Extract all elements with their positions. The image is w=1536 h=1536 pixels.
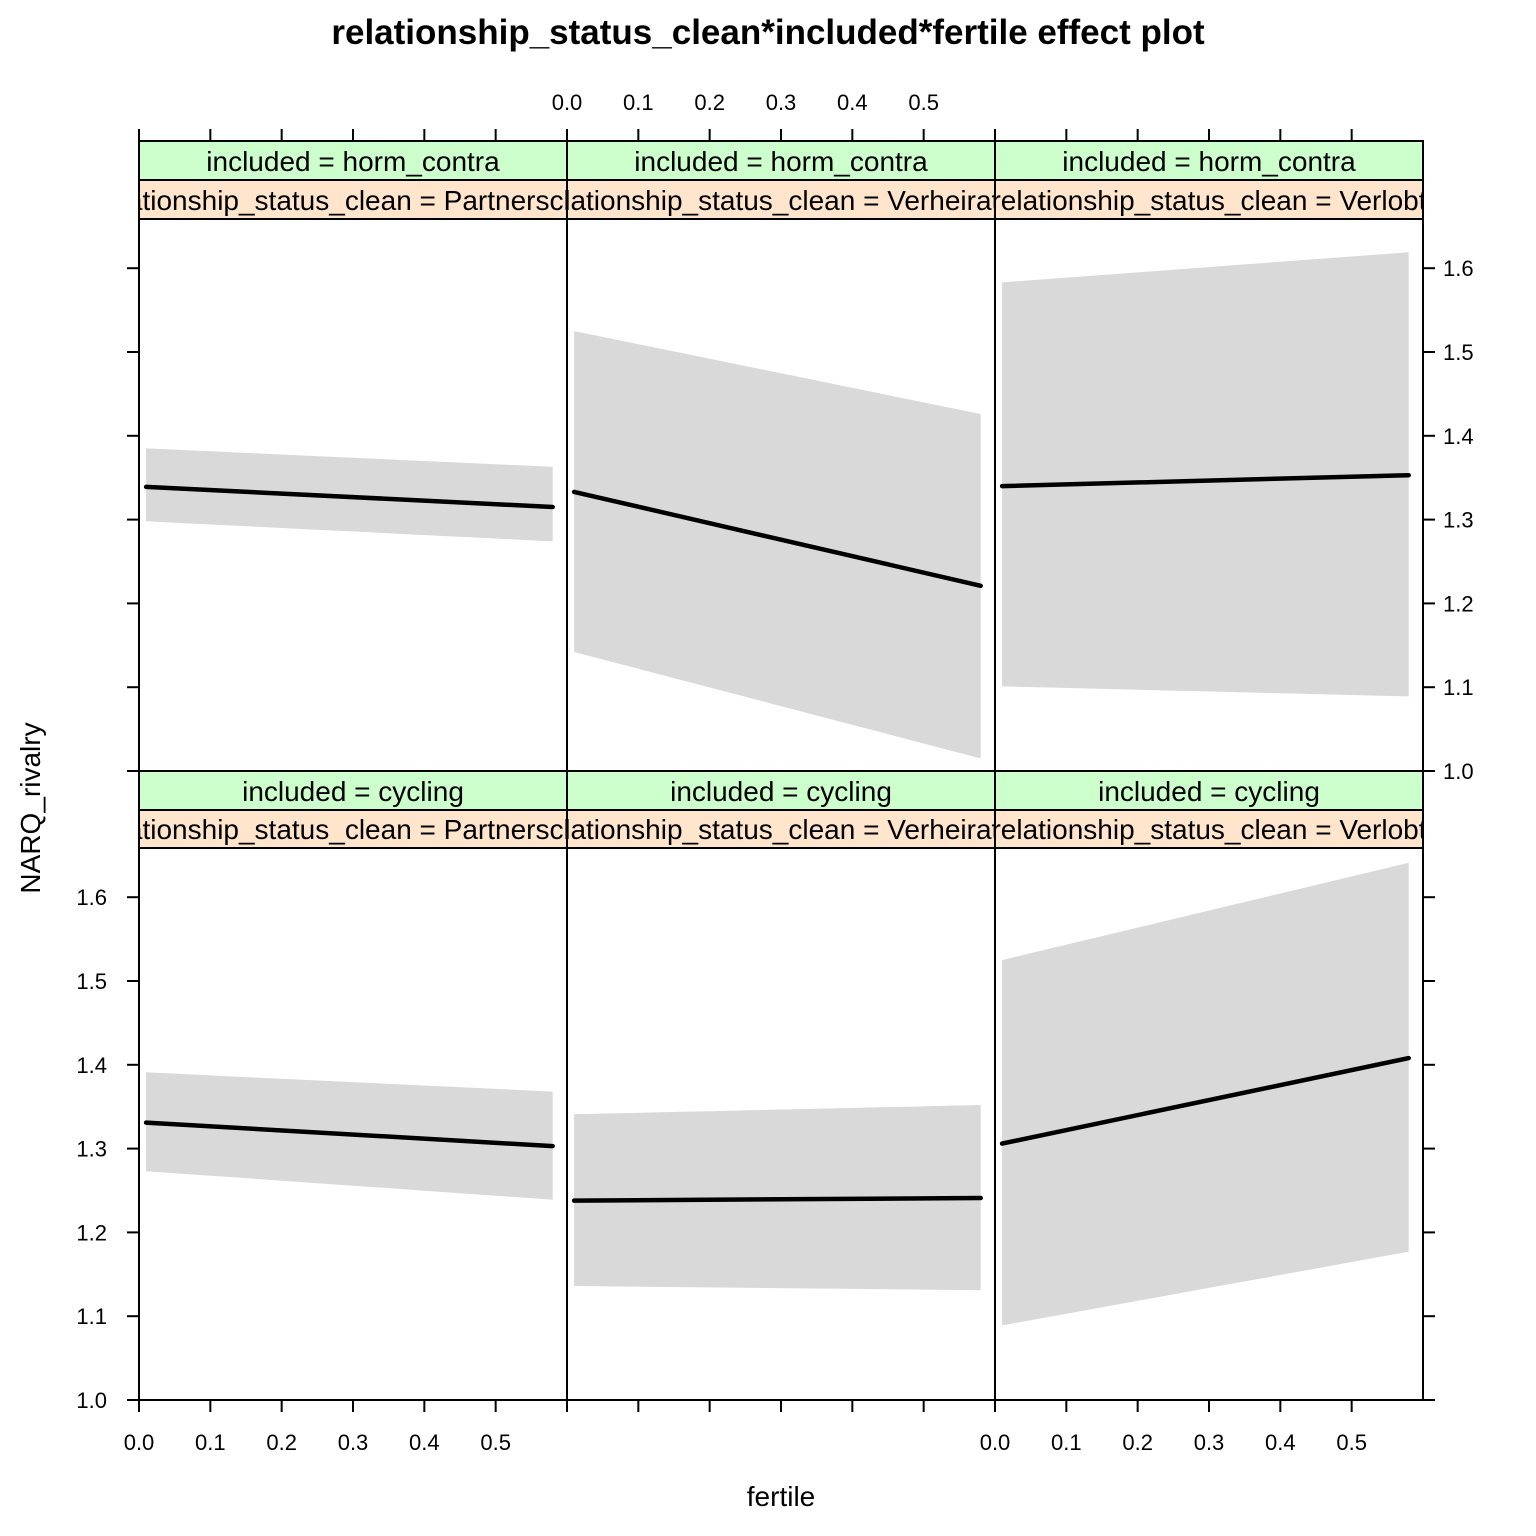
y-tick-label: 1.1 xyxy=(1443,675,1474,700)
effect-line xyxy=(143,484,555,510)
strip-status xyxy=(138,179,568,220)
strip-included xyxy=(566,140,996,181)
y-tick-label: 1.2 xyxy=(76,1220,107,1245)
x-tick-label: 0.5 xyxy=(908,90,939,115)
confidence-band xyxy=(1002,862,1409,1326)
effect-panel: included = horm_contra relationship_statu… xyxy=(991,140,1426,772)
effect-panel: included = horm_contra relationship_statu… xyxy=(96,140,611,772)
strip-status-label: relationship_status_clean = Verheiratet xyxy=(539,814,1023,845)
strip-included xyxy=(566,770,996,811)
effect-panel: included = cycling relationship_status_cl… xyxy=(991,770,1426,1401)
strip-included-label: included = cycling xyxy=(670,776,892,807)
x-tick-label: 0.2 xyxy=(694,90,725,115)
x-tick-label: 0.4 xyxy=(1265,1430,1296,1455)
x-tick-label: 0.0 xyxy=(552,90,583,115)
strip-included-label: included = horm_contra xyxy=(634,146,928,177)
y-tick-label: 1.6 xyxy=(76,885,107,910)
effect-line xyxy=(999,472,1411,489)
x-tick-label: 0.5 xyxy=(1336,1430,1367,1455)
strip-status xyxy=(138,809,568,849)
effect-panel: included = cycling relationship_status_cl… xyxy=(96,770,611,1401)
strip-status-label: relationship_status_clean = Partnerschaf… xyxy=(96,814,611,845)
x-tick-label: 0.5 xyxy=(480,1430,511,1455)
strip-status xyxy=(994,179,1424,220)
effect-line xyxy=(143,1120,555,1149)
y-tick-label: 1.6 xyxy=(1443,256,1474,281)
effect-line xyxy=(571,1195,983,1203)
y-tick-label: 1.1 xyxy=(76,1304,107,1329)
x-tick-label: 0.3 xyxy=(766,90,797,115)
x-tick-label: 0.3 xyxy=(1194,1430,1225,1455)
effect-line xyxy=(999,1055,1411,1146)
confidence-band xyxy=(574,331,981,759)
chart-title: relationship_status_clean*included*ferti… xyxy=(331,13,1205,52)
y-tick-label: 1.5 xyxy=(76,969,107,994)
y-tick-label: 1.3 xyxy=(76,1137,107,1162)
x-axis-label: fertile xyxy=(747,1481,815,1512)
strip-status-label: relationship_status_clean = Verlobt xyxy=(991,814,1426,845)
x-tick-label: 0.0 xyxy=(124,1430,155,1455)
panel-frame xyxy=(566,770,996,1401)
strip-status-label: relationship_status_clean = Partnerschaf… xyxy=(96,185,611,216)
x-tick-label: 0.2 xyxy=(266,1430,297,1455)
panels-layer: included = horm_contra relationship_statu… xyxy=(96,140,1426,1401)
confidence-band xyxy=(1002,252,1409,697)
x-tick-label: 0.4 xyxy=(837,90,868,115)
y-tick-label: 1.2 xyxy=(1443,591,1474,616)
effect-line xyxy=(571,489,983,589)
x-tick-label: 0.2 xyxy=(1122,1430,1153,1455)
x-tick-label: 0.4 xyxy=(409,1430,440,1455)
strip-status xyxy=(994,809,1424,849)
effect-panel: included = cycling relationship_status_cl… xyxy=(539,770,1023,1401)
x-tick-label: 0.3 xyxy=(338,1430,369,1455)
y-tick-label: 1.4 xyxy=(76,1053,107,1078)
strip-status xyxy=(566,809,996,849)
strip-status-label: relationship_status_clean = Verheiratet xyxy=(539,185,1023,216)
x-tick-label: 0.0 xyxy=(980,1430,1011,1455)
strip-included-label: included = cycling xyxy=(242,776,464,807)
y-axis-label: NARQ_rivalry xyxy=(15,722,46,893)
y-tick-label: 1.0 xyxy=(76,1388,107,1413)
effect-panel: included = horm_contra relationship_statu… xyxy=(539,140,1023,772)
y-tick-label: 1.3 xyxy=(1443,508,1474,533)
strip-included-label: included = horm_contra xyxy=(206,146,500,177)
strip-status-label: relationship_status_clean = Verlobt xyxy=(991,185,1426,216)
strip-included-label: included = horm_contra xyxy=(1062,146,1356,177)
x-tick-label: 0.1 xyxy=(195,1430,226,1455)
strip-included xyxy=(138,140,568,181)
y-tick-label: 1.4 xyxy=(1443,424,1474,449)
y-tick-label: 1.5 xyxy=(1443,340,1474,365)
axes-layer: 0.0 0.1 0.2 0.3 0.4 0.5 0.0 0.1 0.2 0.3 0.4 0.5 0.0 0… xyxy=(76,90,1473,1455)
y-tick-label: 1.0 xyxy=(1443,759,1474,784)
strip-included-label: included = cycling xyxy=(1098,776,1320,807)
x-tick-label: 0.1 xyxy=(1051,1430,1082,1455)
x-tick-label: 0.1 xyxy=(623,90,654,115)
